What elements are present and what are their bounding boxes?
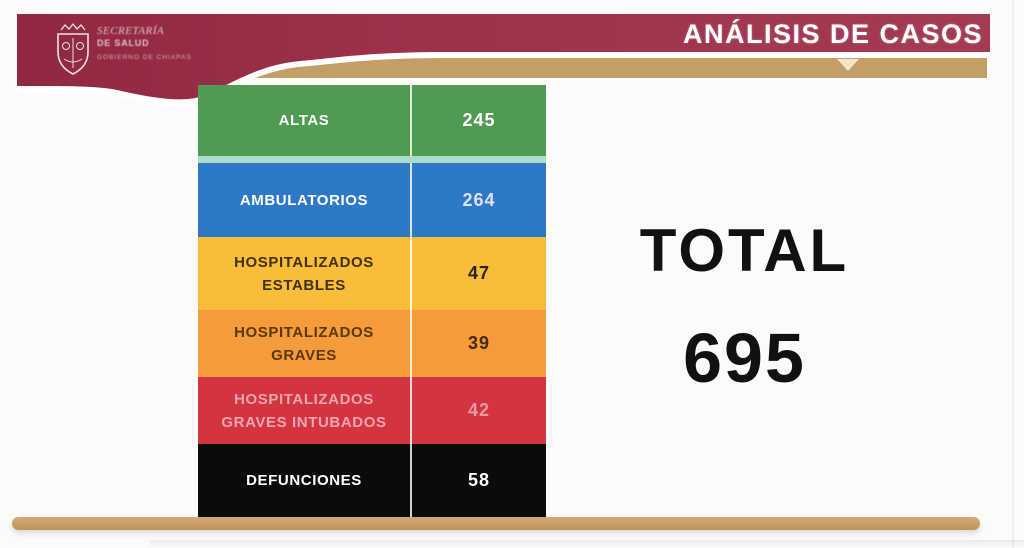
row-label: HOSPITALIZADOS GRAVES INTUBADOS [221,390,387,431]
health-secretariat-crest-icon [57,22,89,75]
total-value: 695 [683,319,806,397]
logo-gov-line: GOBIERNO DE CHIAPAS [97,54,192,61]
row-value: 245 [410,85,546,156]
total-label: TOTAL [639,217,850,284]
row-value: 42 [410,377,546,444]
table-row-hospitalizados-graves: HOSPITALIZADOS GRAVES 39 [198,310,546,377]
row-divider [198,156,546,163]
logo-org-line2: DE SALUD [97,38,150,48]
row-label: HOSPITALIZADOS ESTABLES [234,253,374,294]
row-label: ALTAS [278,112,330,129]
logo-org-line1: SECRETARÍA [97,25,165,37]
table-row-defunciones: DEFUNCIONES 58 [198,444,546,517]
row-label: DEFUNCIONES [246,472,362,489]
bottom-shadow-artifact [150,540,1024,548]
gold-band [212,57,987,78]
row-value: 264 [410,163,546,237]
bottom-gold-rule [12,517,980,530]
row-value: 39 [410,310,546,377]
row-label: HOSPITALIZADOS GRAVES [234,323,374,364]
table-row-altas: ALTAS 245 [198,85,546,156]
table-row-ambulatorios: AMBULATORIOS 264 [198,163,546,237]
cases-table: ALTAS 245 AMBULATORIOS 264 HOSPITALIZADO… [198,85,546,517]
chevron-down-icon [837,59,859,71]
table-row-hospitalizados-graves-intubados: HOSPITALIZADOS GRAVES INTUBADOS 42 [198,377,546,444]
logo-text: SECRETARÍA DE SALUD GOBIERNO DE CHIAPAS [97,25,192,61]
row-label: AMBULATORIOS [239,191,369,209]
maroon-banner-shape [17,14,990,100]
page-title: ANÁLISIS DE CASOS [682,19,983,49]
row-value: 47 [410,237,546,310]
right-edge-artifact [1012,0,1014,548]
table-row-hospitalizados-estables: HOSPITALIZADOS ESTABLES 47 [198,237,546,310]
total-block: TOTAL 695 [612,217,877,397]
row-value: 58 [410,444,546,517]
